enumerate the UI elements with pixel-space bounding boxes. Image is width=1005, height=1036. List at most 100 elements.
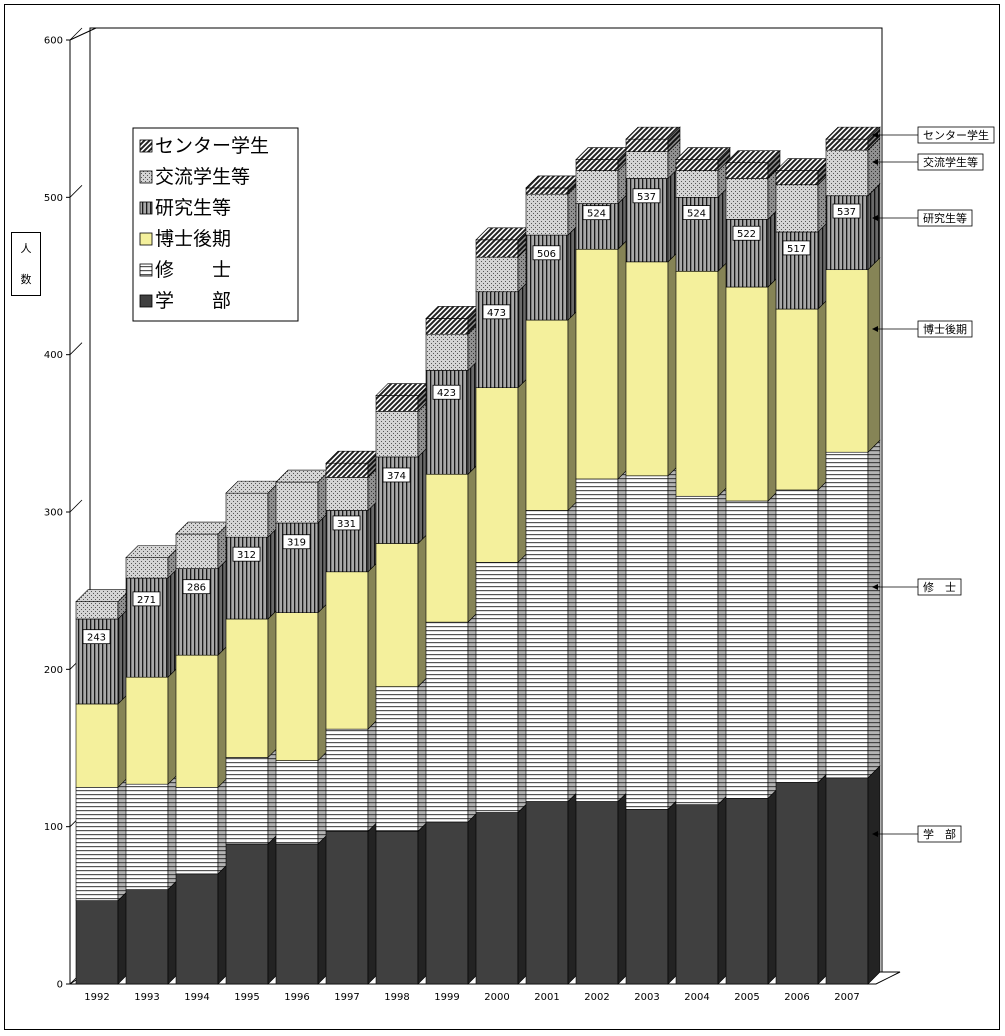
total-label-text: 524	[687, 209, 706, 220]
side-label-box	[917, 153, 984, 171]
legend-label: 博士後期	[155, 228, 231, 250]
bar-segment	[725, 286, 769, 502]
total-label-box	[682, 205, 711, 221]
bar-segment	[325, 571, 369, 730]
bar-segment	[775, 308, 819, 491]
bar-segment	[525, 193, 569, 236]
bar-segment	[775, 184, 819, 233]
bar-segment	[575, 159, 619, 171]
total-label-text: 319	[287, 538, 306, 549]
x-tick-label: 1998	[384, 992, 409, 1003]
total-label: 319	[282, 534, 311, 550]
total-label-box	[732, 225, 761, 241]
side-label-arrow	[872, 132, 878, 138]
bar-segment	[175, 873, 219, 985]
total-label-text: 271	[137, 595, 156, 606]
bar-segment	[825, 149, 869, 197]
bar-segment	[775, 782, 819, 985]
bar-segment	[525, 187, 569, 195]
legend-label: 交流学生等	[155, 166, 250, 188]
bar-segment	[275, 612, 319, 761]
bar-segment	[625, 151, 669, 179]
bar-segment	[275, 843, 319, 985]
bar-segment	[475, 562, 519, 813]
side-label-text: 博士後期	[923, 322, 967, 336]
legend-swatch	[139, 201, 153, 215]
total-label: 473	[482, 304, 511, 320]
legend-label: 修 士	[155, 259, 231, 281]
side-label-box	[917, 578, 962, 596]
bar-segment	[675, 159, 719, 171]
bar-segment	[75, 703, 119, 788]
y-tick-label: 300	[44, 508, 63, 519]
side-label-box	[917, 320, 973, 338]
bar-segment	[475, 812, 519, 985]
side-label-text: 研究生等	[923, 211, 967, 225]
bar-segment-side	[867, 256, 881, 453]
bar-segment	[575, 801, 619, 985]
total-label: 537	[832, 203, 861, 219]
bar-segment	[75, 787, 119, 901]
y-axis-title-char-1: 人	[20, 241, 32, 255]
legend-label: センター学生	[155, 135, 269, 157]
total-label-text: 331	[337, 519, 356, 530]
side-label-arrow	[872, 584, 878, 590]
total-label-box	[432, 384, 461, 400]
total-label: 524	[582, 205, 611, 221]
bar-segment	[125, 557, 169, 579]
bar-segment	[825, 138, 869, 151]
side-label: センター学生	[872, 126, 995, 144]
x-tick-label: 2001	[534, 992, 559, 1003]
bar-segment	[325, 831, 369, 985]
bar-segment	[475, 239, 519, 258]
bar-segment	[825, 777, 869, 985]
x-tick-label: 2004	[684, 992, 709, 1003]
total-label-box	[332, 515, 361, 531]
total-label: 286	[182, 579, 211, 595]
bar-segment	[675, 170, 719, 198]
bar-segment	[425, 473, 469, 623]
total-label-text: 522	[737, 229, 756, 240]
x-tick-label: 1992	[84, 992, 109, 1003]
x-tick-label: 2002	[584, 992, 609, 1003]
bar-segment	[625, 475, 669, 810]
total-label-box	[182, 579, 211, 595]
legend-box	[132, 127, 299, 322]
total-label: 312	[232, 546, 261, 562]
bar-segment	[375, 395, 419, 412]
y-tick-label: 400	[44, 350, 63, 361]
bar-segment	[475, 387, 519, 563]
y-tick-label: 200	[44, 665, 63, 676]
total-label-text: 286	[187, 583, 206, 594]
side-label-arrow	[872, 159, 878, 165]
bar-segment	[225, 492, 269, 538]
legend-swatch	[139, 263, 153, 277]
side-label-text: 学 部	[923, 827, 956, 841]
total-label-text: 506	[537, 249, 556, 260]
bar-segment	[375, 411, 419, 458]
x-tick-label: 1994	[184, 992, 209, 1003]
total-label: 522	[732, 225, 761, 241]
total-label-box	[382, 467, 411, 483]
bar-top	[825, 126, 881, 140]
bar-segment	[775, 170, 819, 186]
y-tick-label: 100	[44, 822, 63, 833]
total-label: 331	[332, 515, 361, 531]
bar-segment	[775, 489, 819, 783]
legend-swatch	[139, 139, 153, 153]
total-label: 423	[432, 384, 461, 400]
total-label-text: 374	[387, 471, 406, 482]
bar-segment	[375, 543, 419, 687]
bar-segment	[425, 318, 469, 335]
total-label-box	[832, 203, 861, 219]
bar-segment	[575, 478, 619, 802]
total-label-text: 312	[237, 550, 256, 561]
total-label: 537	[632, 188, 661, 204]
bar-segment	[325, 462, 369, 478]
bar-segment	[125, 889, 169, 985]
x-tick-label: 2000	[484, 992, 509, 1003]
total-label: 243	[82, 629, 111, 645]
x-tick-label: 2005	[734, 992, 759, 1003]
bar-segment	[225, 618, 269, 758]
total-label: 517	[782, 240, 811, 256]
